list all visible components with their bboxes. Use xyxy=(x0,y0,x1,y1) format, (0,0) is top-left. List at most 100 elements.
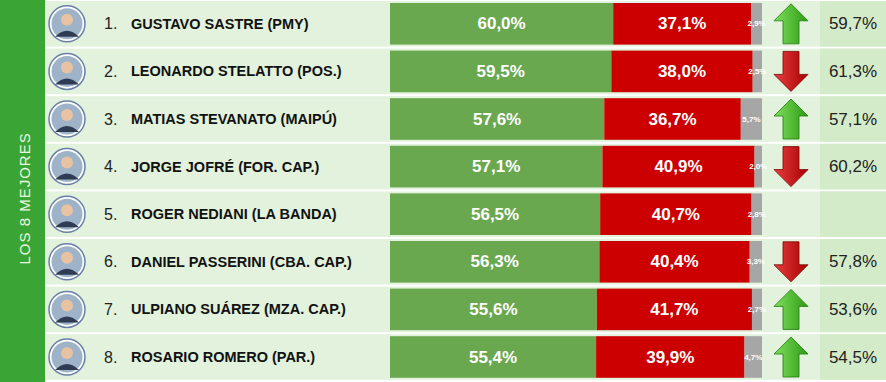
bar-segment xyxy=(597,289,752,331)
bar-segment xyxy=(596,336,744,378)
trend-arrow xyxy=(774,242,808,282)
bar-segment xyxy=(613,3,751,45)
side-strip xyxy=(0,0,45,382)
photo-body xyxy=(55,126,79,132)
rank: 5. xyxy=(104,206,117,223)
bar-segment xyxy=(390,51,611,93)
data-label: 2,5% xyxy=(748,67,766,76)
photo-face xyxy=(61,61,73,73)
bar-segment xyxy=(390,193,600,235)
category-label: ROSARIO ROMERO (PAR.) xyxy=(131,349,315,365)
rank: 1. xyxy=(104,15,117,32)
bar-segment xyxy=(390,241,599,283)
photo-face xyxy=(61,252,73,264)
previous-background xyxy=(820,96,886,142)
category-label: MATIAS STEVANATO (MAIPÚ) xyxy=(131,110,337,127)
previous-label: 57,8% xyxy=(829,252,877,271)
row-background xyxy=(45,1,886,47)
category-label: GUSTAVO SASTRE (PMY) xyxy=(131,16,309,32)
bar-segment xyxy=(390,336,596,378)
photo-frame xyxy=(49,244,85,280)
photo-face xyxy=(61,299,73,311)
previous-label: 54,5% xyxy=(829,348,877,367)
data-label: 40,4% xyxy=(650,252,698,271)
data-label: 3,3% xyxy=(747,257,765,266)
bar-segment xyxy=(611,51,752,93)
bar-segment xyxy=(390,98,604,140)
trend-arrow xyxy=(774,51,808,91)
data-label: 38,0% xyxy=(658,62,706,81)
data-label: 40,9% xyxy=(654,157,702,176)
trend-arrow xyxy=(774,147,808,187)
previous-label: 60,2% xyxy=(829,157,877,176)
data-label: 2,7% xyxy=(748,305,766,314)
previous-background xyxy=(820,191,886,237)
previous-label: 57,1% xyxy=(829,110,877,129)
photo-frame xyxy=(49,53,85,89)
photo xyxy=(52,104,83,135)
data-label: 56,5% xyxy=(471,205,519,224)
data-label: 59,5% xyxy=(477,62,525,81)
row-background xyxy=(45,144,886,190)
photo xyxy=(52,56,83,87)
data-label: 55,6% xyxy=(469,300,517,319)
previous-background xyxy=(820,287,886,333)
photo-face xyxy=(61,14,73,26)
previous-label: 61,3% xyxy=(829,62,877,81)
row-background xyxy=(45,191,886,237)
data-label: 36,7% xyxy=(648,110,696,129)
category-label: ROGER NEDIANI (LA BANDA) xyxy=(131,206,337,222)
data-label: 2,9% xyxy=(747,19,765,28)
photo-face xyxy=(61,347,73,359)
photo-body xyxy=(55,31,79,37)
photo-frame xyxy=(49,196,85,232)
data-label: 55,4% xyxy=(469,348,517,367)
bar-segment xyxy=(390,289,597,331)
data-label: 41,7% xyxy=(650,300,698,319)
previous-background xyxy=(820,1,886,47)
rank: 2. xyxy=(104,63,117,80)
bar-segment xyxy=(390,146,602,188)
photo-face xyxy=(61,204,73,216)
bar-segment xyxy=(390,3,613,45)
previous-background xyxy=(820,144,886,190)
previous-background xyxy=(820,239,886,285)
category-label: JORGE JOFRÉ (FOR. CAP.) xyxy=(131,159,319,175)
row-background xyxy=(45,96,886,142)
photo-body xyxy=(55,174,79,180)
bar-segment xyxy=(604,98,741,140)
photo xyxy=(52,342,83,373)
data-label: 2,8% xyxy=(748,210,766,219)
trend-arrow xyxy=(774,289,808,329)
category-label: LEONARDO STELATTO (POS.) xyxy=(131,63,342,79)
photo xyxy=(52,151,83,182)
data-label: 37,1% xyxy=(658,14,706,33)
rank: 7. xyxy=(104,301,117,318)
bar-segment xyxy=(600,193,751,235)
bar-segment xyxy=(745,336,762,378)
photo xyxy=(52,294,83,325)
photo-body xyxy=(55,316,79,322)
bar-segment xyxy=(599,241,749,283)
bar-segment xyxy=(602,146,754,188)
previous-background xyxy=(820,334,886,380)
photo xyxy=(52,8,83,39)
row-background xyxy=(45,334,886,380)
photo-body xyxy=(55,78,79,84)
photo-body xyxy=(55,269,79,275)
data-label: 60,0% xyxy=(477,14,525,33)
row-background xyxy=(45,239,886,285)
trend-arrow xyxy=(774,4,808,44)
photo-frame xyxy=(49,291,85,327)
data-label: 57,6% xyxy=(473,110,521,129)
previous-label: 59,7% xyxy=(829,14,877,33)
rank: 8. xyxy=(104,349,117,366)
photo-frame xyxy=(49,149,85,185)
rank: 6. xyxy=(104,253,117,270)
photo-face xyxy=(61,109,73,121)
bars xyxy=(390,3,762,378)
data-label: 56,3% xyxy=(471,252,519,271)
photo xyxy=(52,246,83,277)
data-label: 5,7% xyxy=(742,115,760,124)
previous-background xyxy=(820,49,886,95)
